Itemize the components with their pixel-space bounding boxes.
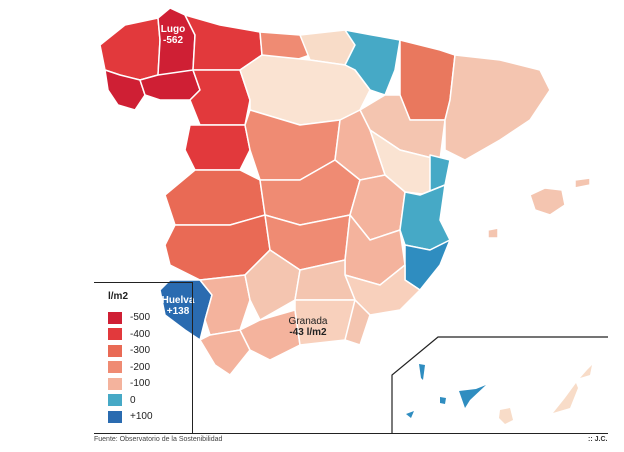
legend-label: -500 [130,312,151,323]
label-lugo: Lugo -562 [152,24,194,46]
legend-item: +100 [108,410,153,423]
province-leon [189,69,251,126]
canary-el-hierro [406,411,414,418]
canary-fuerteventura [553,383,578,413]
province-almeria [344,299,371,346]
province-baleares-ibiza [487,227,499,239]
legend: l/m2 -500 -400 -300 -200 -100 0 +100 [94,282,193,433]
credit-text: :: J.C. [588,436,608,443]
legend-label: 0 [130,394,136,406]
province-huesca [399,39,456,121]
label-granada-name: Granada [288,316,328,327]
province-baleares-mallorca [529,187,566,216]
legend-label: -300 [130,345,151,356]
legend-item: -400 [108,328,150,341]
legend-item: -300 [108,344,150,357]
canary-tenerife [459,385,486,408]
legend-label: -200 [130,361,151,373]
label-lugo-value: -562 [162,35,183,46]
footer-divider [94,433,608,434]
legend-item: -200 [108,361,150,374]
province-castilla-north [239,54,371,126]
legend-label: -400 [130,328,151,340]
canary-gran-canaria [499,408,513,424]
canary-la-gomera [440,397,446,404]
legend-label: +100 [130,411,153,422]
legend-swatch [108,328,122,340]
province-asturias [184,14,263,71]
label-granada: Granada -43 l/m2 [282,316,334,338]
legend-label: -100 [130,378,151,389]
legend-swatch [108,361,122,373]
canary-lanzarote [580,365,592,378]
province-navarra [344,29,401,96]
legend-swatch [108,311,122,324]
label-huelva-value: +138 [166,306,190,317]
label-huelva-name: Huelva [161,295,195,306]
legend-item: -100 [108,377,150,390]
legend-item: 0 [108,394,136,407]
canary-inset-border [391,336,608,433]
canary-la-palma [419,364,425,380]
province-valencia [399,184,451,251]
legend-item: -500 [108,311,150,324]
province-catalonia [444,54,551,161]
legend-title: l/m2 [108,291,129,302]
label-granada-value: -43 l/m2 [289,327,327,338]
legend-swatch [108,344,122,357]
legend-swatch [108,410,122,423]
province-pontevedra [104,69,146,111]
label-lugo-name: Lugo [160,24,186,35]
province-baleares-menorca [574,177,591,189]
legend-swatch [108,394,122,406]
source-text: Fuente: Observatorio de la Sostenibilida… [94,436,223,443]
legend-swatch [108,377,122,390]
province-cadiz [199,329,251,376]
province-zamora [184,124,251,171]
province-caceres [164,169,266,226]
label-huelva: Huelva +138 [156,295,200,317]
